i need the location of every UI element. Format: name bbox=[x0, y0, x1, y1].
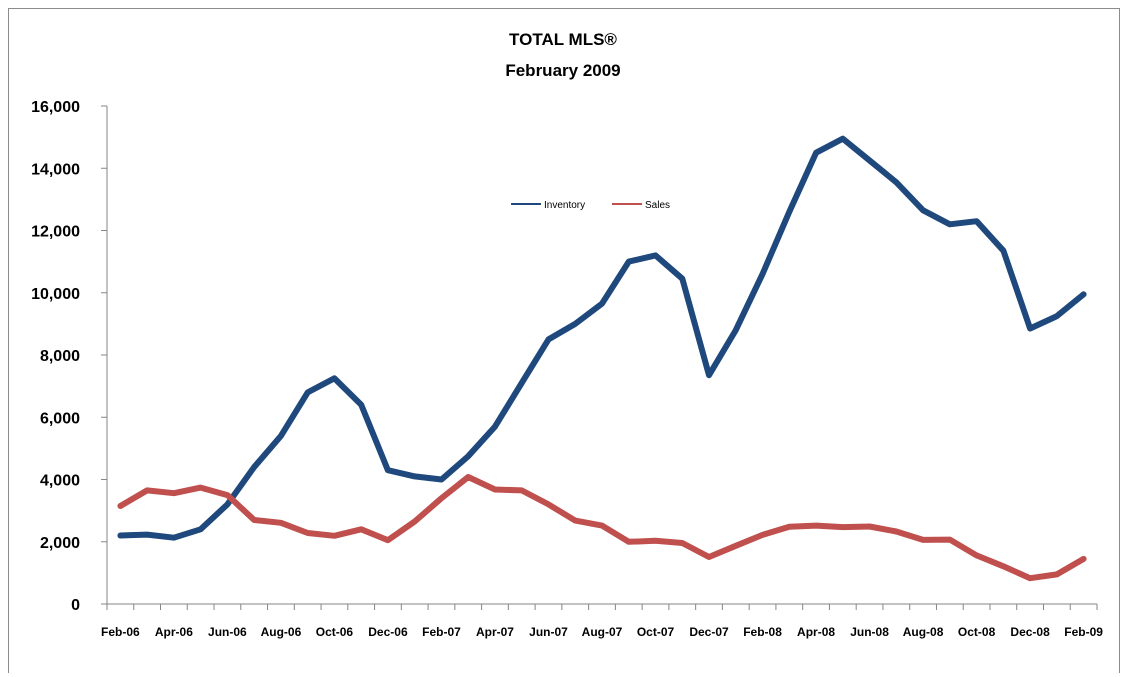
x-tick-label: Dec-06 bbox=[368, 625, 408, 639]
x-tick-label: Oct-08 bbox=[958, 625, 996, 639]
legend: Inventory Sales bbox=[511, 200, 670, 211]
series-lines bbox=[117, 135, 1087, 582]
x-tick-label: Feb-09 bbox=[1064, 625, 1103, 639]
x-tick-label: Feb-07 bbox=[422, 625, 461, 639]
chart-frame bbox=[8, 8, 1120, 673]
series-line-sales bbox=[117, 474, 1087, 582]
y-tick-label: 0 bbox=[71, 597, 80, 614]
x-tick-label: Feb-06 bbox=[101, 625, 140, 639]
x-tick-label: Apr-08 bbox=[797, 625, 835, 639]
x-tick-label: Apr-06 bbox=[155, 625, 193, 639]
x-tick-label: Aug-06 bbox=[261, 625, 302, 639]
y-tick-label: 2,000 bbox=[40, 535, 80, 552]
y-tick-label: 8,000 bbox=[40, 348, 80, 365]
x-tick-label: Dec-08 bbox=[1010, 625, 1050, 639]
x-axis-ticks: Feb-06 Apr-06 Jun-06 Aug-06 Oct-06 Dec-06 Feb-… bbox=[101, 604, 1103, 639]
x-tick-label: Feb-08 bbox=[743, 625, 782, 639]
x-tick-label: Apr-07 bbox=[476, 625, 514, 639]
series-line-inventory bbox=[117, 135, 1087, 541]
legend-sales-label: Sales bbox=[645, 200, 670, 211]
chart-title: TOTAL MLS® bbox=[509, 30, 617, 49]
x-tick-label: Aug-08 bbox=[903, 625, 944, 639]
y-axis-ticks: 0 2,000 4,000 6,000 8,000 10,000 12,000 14,000 1… bbox=[31, 99, 107, 614]
x-tick-label: Oct-07 bbox=[637, 625, 675, 639]
x-tick-label: Jun-08 bbox=[850, 625, 889, 639]
axes bbox=[106, 106, 1097, 605]
x-tick-label: Oct-06 bbox=[316, 625, 354, 639]
x-tick-label: Jun-07 bbox=[529, 625, 568, 639]
y-tick-label: 6,000 bbox=[40, 410, 80, 427]
y-tick-label: 16,000 bbox=[31, 99, 80, 116]
legend-inventory-label: Inventory bbox=[544, 200, 585, 211]
x-tick-label: Jun-06 bbox=[208, 625, 247, 639]
y-tick-label: 12,000 bbox=[31, 224, 80, 241]
x-tick-label: Dec-07 bbox=[689, 625, 729, 639]
y-tick-label: 14,000 bbox=[31, 161, 80, 178]
y-tick-label: 10,000 bbox=[31, 286, 80, 303]
chart-subtitle: February 2009 bbox=[505, 61, 620, 80]
x-tick-label: Aug-07 bbox=[582, 625, 623, 639]
y-tick-label: 4,000 bbox=[40, 473, 80, 490]
